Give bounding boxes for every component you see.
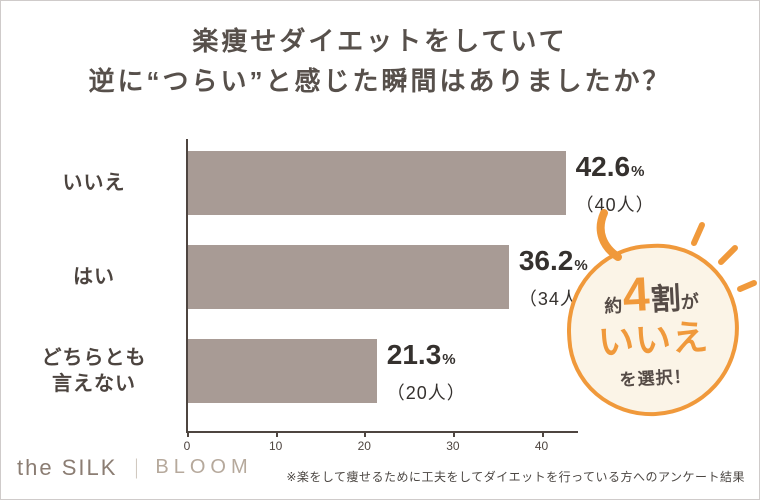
category-label: いいえ bbox=[62, 172, 126, 194]
brand-separator: ｜ bbox=[126, 459, 147, 481]
x-tick-mark bbox=[541, 433, 544, 437]
x-tick-mark bbox=[452, 433, 455, 437]
x-tick-mark bbox=[275, 433, 278, 437]
x-axis bbox=[186, 431, 578, 433]
callout-post: が bbox=[680, 291, 700, 313]
value-label: 42.6% （40人） bbox=[575, 151, 655, 216]
callout-number: 4 bbox=[621, 268, 651, 323]
brand-logo: the SILK ｜ BLOOM bbox=[17, 453, 253, 482]
survey-note: ※楽をして痩せるために工夫をしてダイエットを行っている方へのアンケート結果 bbox=[286, 470, 745, 484]
callout-pre: 約 bbox=[603, 295, 623, 317]
bar bbox=[188, 151, 566, 215]
title-line-2: 逆に“つらい”と感じた瞬間はありましたか？ bbox=[88, 66, 672, 96]
x-tick-label: 10 bbox=[268, 439, 283, 453]
bar bbox=[188, 339, 377, 403]
callout-tail-icon bbox=[596, 209, 622, 261]
x-tick-mark bbox=[364, 433, 367, 437]
x-tick-label: 20 bbox=[357, 439, 371, 453]
value-label: 21.3% （20人） bbox=[386, 339, 466, 404]
brand-bloom: BLOOM bbox=[155, 456, 253, 478]
callout-line3: を選択！ bbox=[619, 366, 692, 390]
bar bbox=[188, 245, 509, 309]
category-label: はい bbox=[73, 266, 115, 288]
callout-answer: いいえ bbox=[597, 316, 711, 364]
x-tick-mark bbox=[187, 433, 189, 437]
x-tick-label: 40 bbox=[534, 439, 549, 453]
count-label: （40人） bbox=[575, 195, 655, 215]
title-line-1: 楽痩せダイエットをしていて bbox=[192, 26, 568, 56]
count-label: （20人） bbox=[386, 383, 466, 403]
callout-mid: 割 bbox=[649, 282, 682, 318]
category-label: どちらとも 言えない bbox=[41, 347, 147, 395]
x-tick-label: 30 bbox=[446, 439, 460, 453]
y-axis bbox=[186, 139, 188, 433]
page-title: 楽痩せダイエットをしていて 逆に“つらい”と感じた瞬間はありましたか？ bbox=[1, 21, 759, 101]
brand-the-silk: the SILK bbox=[17, 454, 118, 480]
x-tick-label: 0 bbox=[183, 439, 191, 453]
